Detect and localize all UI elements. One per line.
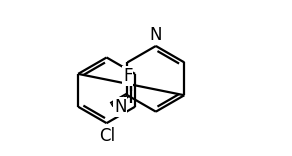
Text: N: N xyxy=(114,98,126,116)
Text: F: F xyxy=(123,67,133,85)
Text: N: N xyxy=(150,26,162,44)
Text: Cl: Cl xyxy=(99,127,115,145)
